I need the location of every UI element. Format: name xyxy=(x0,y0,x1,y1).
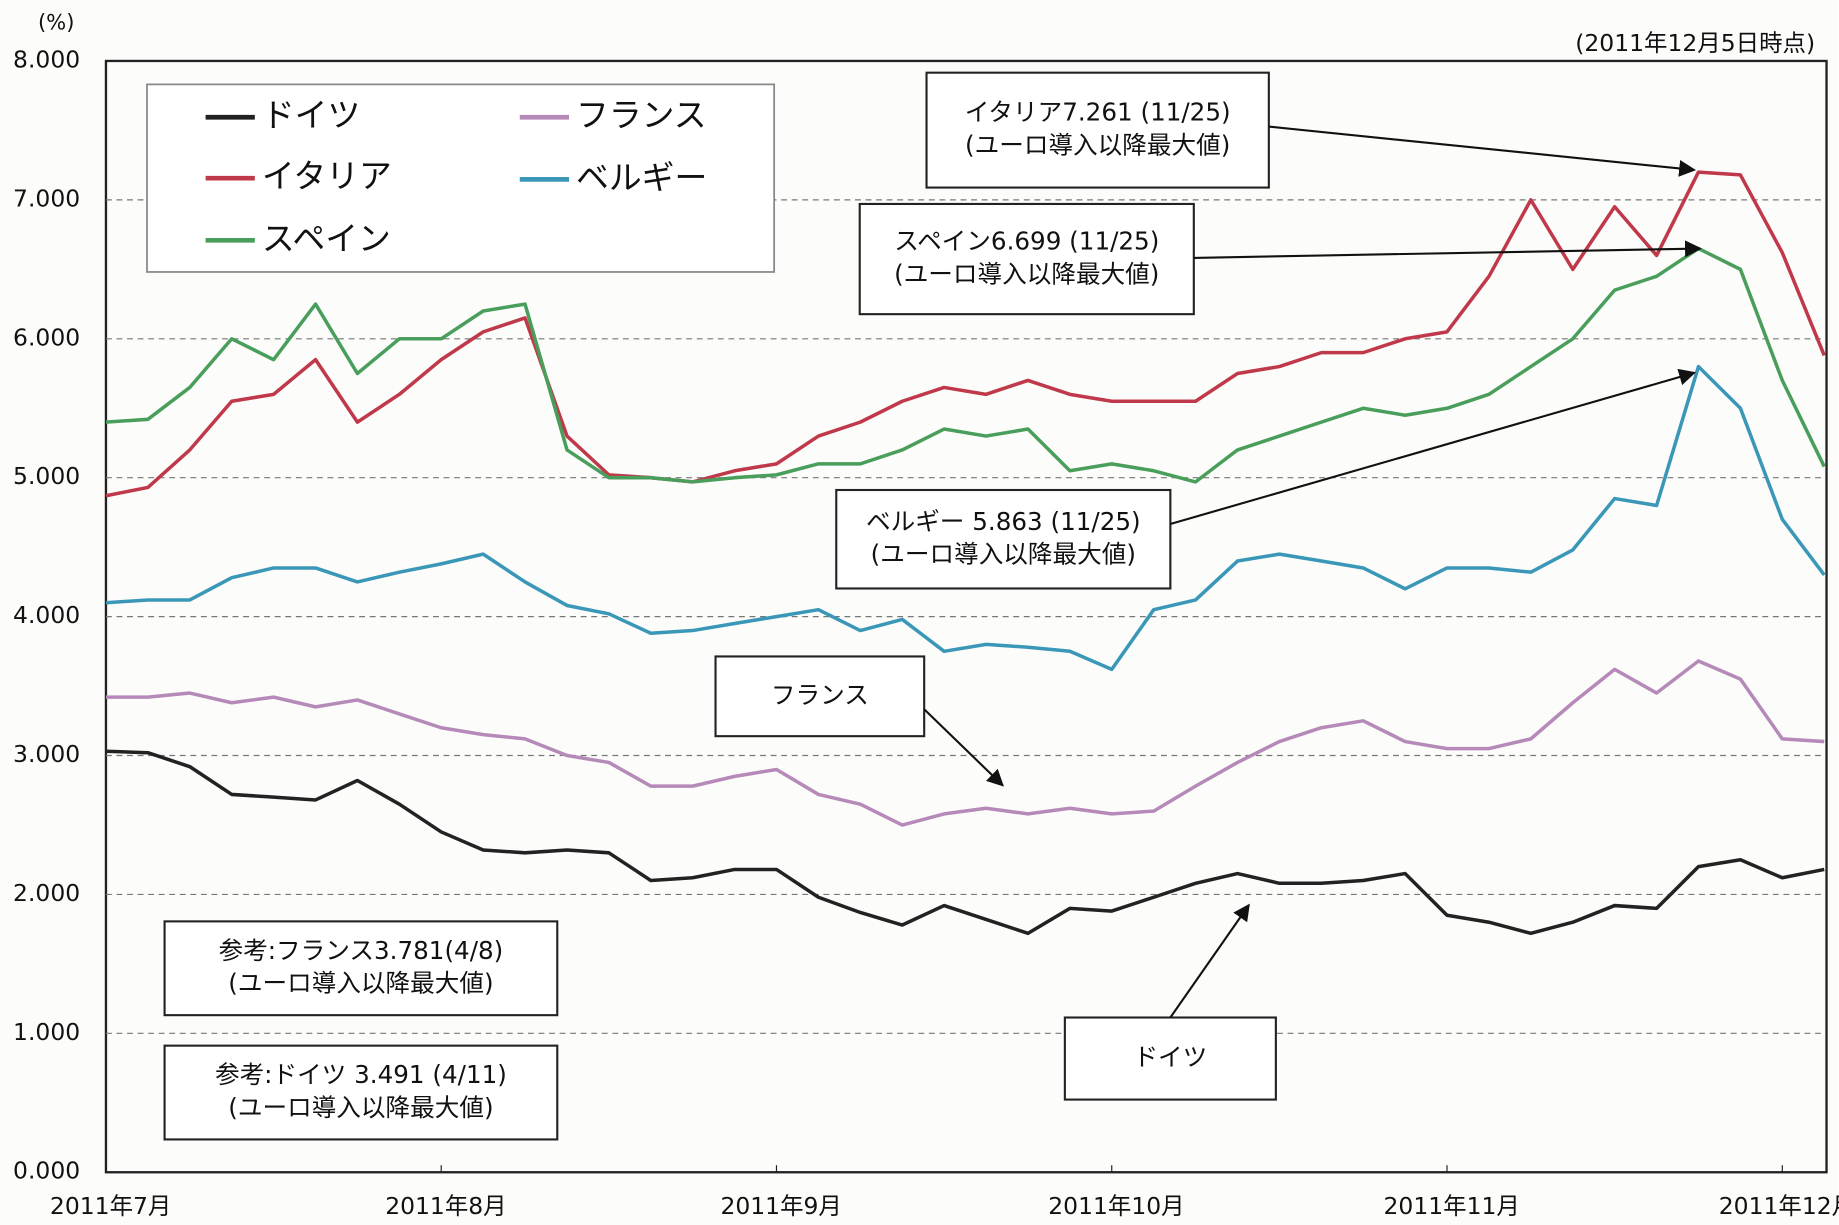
y-tick-label: 3.000 xyxy=(13,740,80,768)
annotation-arrow xyxy=(1193,240,1702,259)
series-line xyxy=(105,170,1826,498)
annotation-text: スペイン6.699 (11/25) xyxy=(894,227,1159,256)
annotation-text: (ユーロ導入以降最大値) xyxy=(965,131,1230,160)
series-line xyxy=(105,749,1825,936)
x-tick-label: 2011年9月 xyxy=(720,1192,841,1220)
y-tick-label: 7.000 xyxy=(13,184,80,212)
annotation-box xyxy=(163,920,559,1017)
annotation-text: 参考:ドイツ 3.491 (4/11) xyxy=(215,1060,507,1089)
legend-label: フランス xyxy=(576,97,707,135)
legend-label: ドイツ xyxy=(262,97,360,135)
annotation-box xyxy=(1063,1016,1277,1101)
annotation-text: ベルギー 5.863 (11/25) xyxy=(866,507,1141,536)
annotation-text: イタリア7.261 (11/25) xyxy=(965,98,1231,127)
series-line xyxy=(105,364,1826,672)
annotation-arrow xyxy=(1169,903,1250,1019)
legend-label: ベルギー xyxy=(576,159,707,197)
annotation-arrow xyxy=(923,708,1004,787)
annotation-arrow xyxy=(1170,368,1696,526)
y-tick-label: 8.000 xyxy=(13,45,80,73)
annotation-text: (ユーロ導入以降最大値) xyxy=(228,1093,493,1122)
legend-label: イタリア xyxy=(262,158,392,196)
annotation-text: (ユーロ導入以降最大値) xyxy=(871,540,1136,569)
annotation-box xyxy=(858,202,1195,316)
series-line xyxy=(105,659,1825,827)
annotation-box xyxy=(925,71,1270,189)
annotation-box xyxy=(714,655,926,738)
y-tick-label: 6.000 xyxy=(13,323,80,351)
annotation-text: (ユーロ導入以降最大値) xyxy=(894,259,1159,288)
annotation-text: 参考:フランス3.781(4/8) xyxy=(219,936,504,965)
annotation-text: フランス xyxy=(771,680,869,709)
y-tick-label: 5.000 xyxy=(13,462,80,490)
annotation-box xyxy=(163,1044,559,1141)
x-tick-label: 2011年8月 xyxy=(385,1192,506,1220)
annotation-text: ドイツ xyxy=(1133,1043,1207,1072)
y-tick-label: 0.000 xyxy=(13,1157,80,1185)
legend-label: スペイン xyxy=(262,220,391,258)
annotation-box xyxy=(835,488,1172,590)
x-tick-label: 2011年10月 xyxy=(1048,1192,1184,1220)
y-tick-label: 2.000 xyxy=(13,879,80,907)
x-tick-label: 2011年11月 xyxy=(1384,1192,1520,1220)
y-unit: (%) xyxy=(38,9,75,34)
x-tick-label: 2011年7月 xyxy=(50,1192,171,1220)
y-tick-label: 1.000 xyxy=(13,1018,80,1046)
y-tick-label: 4.000 xyxy=(13,601,80,629)
x-tick-label: 2011年12月 xyxy=(1719,1192,1839,1220)
annotation-text: (ユーロ導入以降最大値) xyxy=(228,969,493,998)
note: (2011年12月5日時点) xyxy=(1575,29,1815,57)
series-line xyxy=(105,246,1826,484)
annotation-arrow xyxy=(1268,125,1697,177)
